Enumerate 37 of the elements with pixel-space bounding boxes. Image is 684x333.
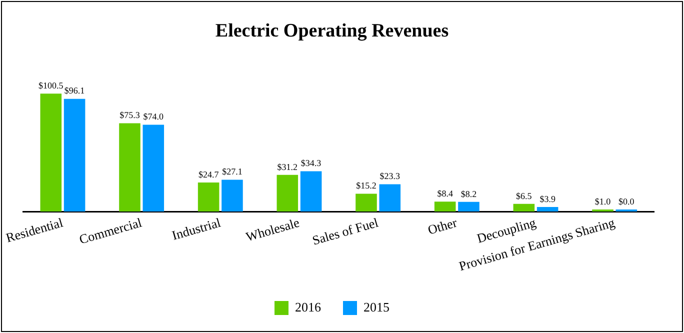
data-label: $23.3 — [380, 171, 401, 182]
data-label: $100.5 — [38, 80, 64, 91]
data-label: $27.1 — [222, 166, 242, 177]
data-label: $6.5 — [516, 190, 532, 201]
bar — [40, 94, 62, 212]
x-tick-label: Industrial — [170, 214, 223, 243]
data-label: $75.3 — [120, 110, 140, 120]
legend-label: 2016 — [295, 299, 322, 314]
bar — [513, 204, 535, 212]
x-tick-label: Other — [426, 214, 460, 238]
bar — [434, 202, 456, 212]
bar — [222, 180, 243, 212]
data-label: $31.2 — [277, 162, 298, 172]
data-label: $8.2 — [460, 188, 477, 199]
data-label: $15.2 — [356, 180, 376, 191]
bar — [356, 194, 377, 212]
bar — [458, 202, 480, 212]
bar — [276, 174, 298, 212]
data-label: $8.4 — [437, 188, 454, 199]
data-label: $1.0 — [594, 196, 612, 206]
bar — [536, 206, 558, 212]
bar — [300, 171, 322, 212]
bar — [198, 182, 220, 212]
chart-title: Electric Operating Revenues — [215, 20, 449, 42]
data-label: $74.0 — [143, 112, 164, 122]
bar — [119, 123, 140, 212]
data-label: $24.7 — [198, 169, 220, 180]
bar — [379, 184, 401, 212]
x-tick-label: Wholesale — [244, 214, 302, 244]
data-label: $0.0 — [618, 196, 635, 206]
legend-label: 2015 — [364, 299, 390, 314]
data-label: $3.9 — [540, 194, 556, 204]
bar — [64, 98, 86, 212]
data-label: $34.3 — [300, 158, 322, 168]
bar — [142, 124, 164, 212]
x-tick-label: Sales of Fuel — [310, 214, 380, 248]
data-label: $96.1 — [64, 86, 85, 96]
